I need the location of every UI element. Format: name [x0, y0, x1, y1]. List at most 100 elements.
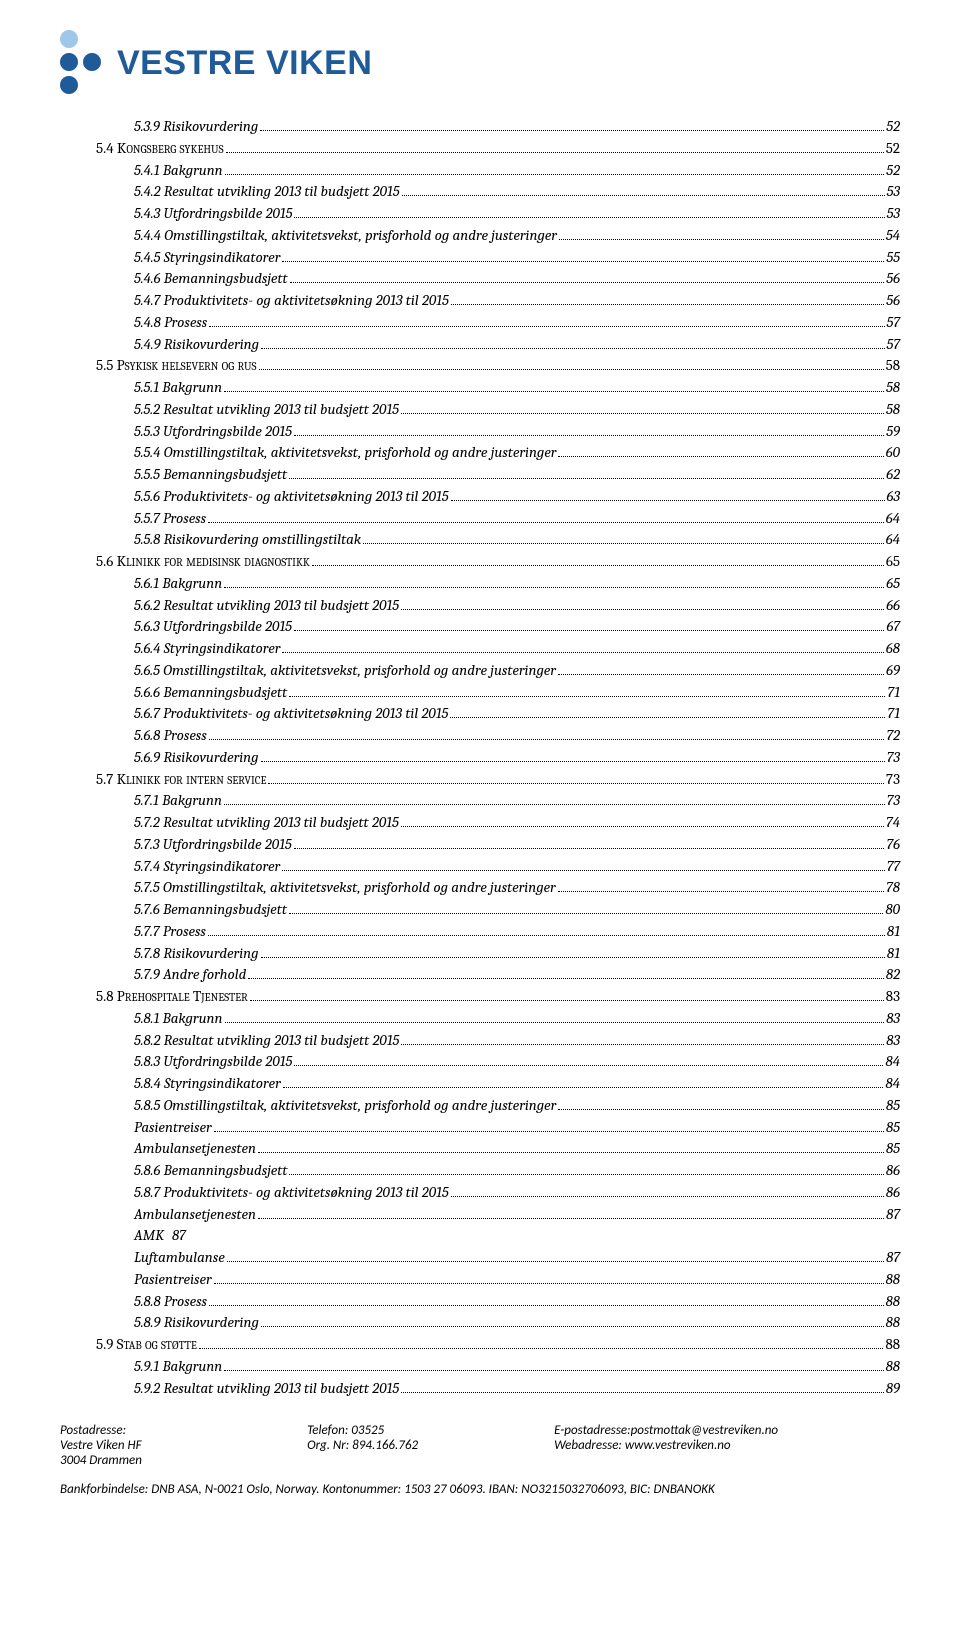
- toc-entry-page: 71: [887, 682, 900, 704]
- toc-entry: 5.4.1 Bakgrunn52: [96, 160, 900, 182]
- toc-leader: [289, 1174, 883, 1175]
- toc-entry-page: 74: [886, 812, 900, 834]
- toc-entry-text: AMK: [134, 1225, 164, 1247]
- toc-entry-page: 88: [886, 1356, 900, 1378]
- toc-entry: 5.5.8 Risikovurdering omstillingstiltak6…: [96, 529, 900, 551]
- toc-entry-page: 58: [886, 399, 900, 421]
- toc-entry-page: 73: [887, 747, 900, 769]
- toc-entry-page: 68: [886, 638, 900, 660]
- toc-entry: 5.5.7 Prosess 64: [96, 508, 900, 530]
- toc-entry: 5.7 Klinikk for intern service73: [96, 769, 900, 791]
- toc-entry-page: 84: [885, 1051, 900, 1073]
- toc-entry-page: 82: [886, 964, 900, 986]
- footer-web: Webadresse: www.vestreviken.no: [554, 1438, 900, 1453]
- toc-entry-page: 73: [887, 790, 900, 812]
- toc-entry: 5.8 Prehospitale Tjenester83: [96, 986, 900, 1008]
- footer-col-phone: Telefon: 03525 Org. Nr: 894.166.762: [307, 1423, 554, 1468]
- toc-entry-page: 88: [886, 1312, 900, 1334]
- toc-leader: [199, 1348, 884, 1349]
- toc-leader: [260, 130, 884, 131]
- toc-entry-page: 88: [886, 1291, 900, 1313]
- toc-entry: 5.8.4 Styringsindikatorer84: [96, 1073, 900, 1095]
- toc-leader: [558, 1109, 884, 1110]
- toc-leader: [209, 326, 884, 327]
- toc-entry: Luftambulanse87: [96, 1247, 900, 1269]
- toc-entry: 5.4.7 Produktivitets- og aktivitetsøknin…: [96, 290, 900, 312]
- toc-entry-page: 59: [886, 421, 900, 443]
- logo: VESTRE VIKEN: [60, 30, 900, 96]
- toc-entry: 5.6 Klinikk for medisinsk diagnostikk65: [96, 551, 900, 573]
- toc-entry-text: 5.8.2 Resultat utvikling 2013 til budsje…: [134, 1030, 399, 1052]
- toc-entry-page: 57: [887, 312, 900, 334]
- toc-entry-page: 77: [887, 856, 900, 878]
- toc-entry-page: 88: [885, 1334, 900, 1356]
- toc-leader: [208, 522, 884, 523]
- toc-entry: Ambulansetjenesten85: [96, 1138, 900, 1160]
- toc-entry: 5.4.5 Styringsindikatorer55: [96, 247, 900, 269]
- toc-entry-text: 5.7.3 Utfordringsbilde 2015: [134, 834, 292, 856]
- toc-entry-page: 87: [172, 1225, 186, 1247]
- toc-entry-page: 55: [886, 247, 900, 269]
- toc-leader: [224, 391, 884, 392]
- toc-entry-text: 5.6.7 Produktivitets- og aktivitetsøknin…: [134, 703, 448, 725]
- toc-entry-text: 5.6.5 Omstillingstiltak, aktivitetsvekst…: [134, 660, 556, 682]
- toc-entry-text: 5.8.1 Bakgrunn: [134, 1008, 223, 1030]
- toc-entry: 5.5.6 Produktivitets- og aktivitetsøknin…: [96, 486, 900, 508]
- toc-entry-page: 76: [886, 834, 900, 856]
- toc-entry: 5.6.7 Produktivitets- og aktivitetsøknin…: [96, 703, 900, 725]
- toc-leader: [261, 348, 885, 349]
- toc-entry-text: 5.4.8 Prosess: [134, 312, 207, 334]
- toc-entry-page: 63: [887, 486, 900, 508]
- toc-entry-text: Luftambulanse: [134, 1247, 225, 1269]
- toc-leader: [294, 217, 884, 218]
- toc-leader: [283, 1087, 884, 1088]
- toc-entry-page: 56: [886, 268, 900, 290]
- toc-entry-page: 89: [886, 1378, 900, 1400]
- toc-leader: [401, 1392, 884, 1393]
- toc-entry: 5.4 Kongsberg sykehus 52: [96, 138, 900, 160]
- toc-entry-text: 5.5 Psykisk helsevern og rus: [96, 355, 257, 377]
- toc-entry-text: 5.5.7 Prosess: [134, 508, 206, 530]
- toc-entry: 5.6.3 Utfordringsbilde 201567: [96, 616, 900, 638]
- toc-leader: [289, 696, 885, 697]
- toc-entry-text: Ambulansetjenesten: [134, 1204, 256, 1226]
- toc-entry-page: 60: [886, 442, 900, 464]
- toc-entry-page: 86: [886, 1160, 900, 1182]
- toc-entry-page: 53: [887, 181, 900, 203]
- toc-entry-text: 5.8.8 Prosess: [134, 1291, 207, 1313]
- toc-entry-text: 5.6.2 Resultat utvikling 2013 til budsje…: [134, 595, 399, 617]
- toc-entry: 5.8.2 Resultat utvikling 2013 til budsje…: [96, 1030, 900, 1052]
- toc-entry-text: 5.5.8 Risikovurdering omstillingstiltak: [134, 529, 361, 551]
- toc-entry-page: 83: [886, 986, 900, 1008]
- toc-entry-text: 5.6.1 Bakgrunn: [134, 573, 222, 595]
- toc-entry-text: 5.7.5 Omstillingstiltak, aktivitetsvekst…: [134, 877, 556, 899]
- toc-entry-page: 52: [886, 138, 900, 160]
- toc-entry-page: 57: [887, 334, 900, 356]
- toc-leader: [261, 957, 885, 958]
- toc-entry-text: 5.8.6 Bemanningsbudsjett: [134, 1160, 287, 1182]
- toc-entry-text: 5.7 Klinikk for intern service: [96, 769, 266, 791]
- footer-bank: Bankforbindelse: DNB ASA, N-0021 Oslo, N…: [60, 1482, 900, 1497]
- toc-entry-page: 64: [886, 508, 900, 530]
- toc-entry-text: 5.7.4 Styringsindikatorer: [134, 856, 280, 878]
- toc-leader: [558, 674, 884, 675]
- footer-phone: Telefon: 03525: [307, 1423, 554, 1438]
- toc-entry-text: 5.4 Kongsberg sykehus: [96, 138, 224, 160]
- toc-entry: 5.9.1 Bakgrunn88: [96, 1356, 900, 1378]
- toc-entry: 5.8.9 Risikovurdering88: [96, 1312, 900, 1334]
- toc-entry: 5.6.1 Bakgrunn 65: [96, 573, 900, 595]
- toc-entry-text: Pasientreiser: [134, 1117, 212, 1139]
- toc-leader: [312, 565, 884, 566]
- toc-entry: 5.5 Psykisk helsevern og rus58: [96, 355, 900, 377]
- toc-entry: 5.8.5 Omstillingstiltak, aktivitetsvekst…: [96, 1095, 900, 1117]
- toc-entry-text: 5.7.9 Andre forhold: [134, 964, 246, 986]
- toc-entry: 5.5.1 Bakgrunn58: [96, 377, 900, 399]
- toc-leader: [224, 1370, 883, 1371]
- footer-orgnr: Org. Nr: 894.166.762: [307, 1438, 554, 1453]
- toc-entry: 5.6.4 Styringsindikatorer68: [96, 638, 900, 660]
- table-of-contents: 5.3.9 Risikovurdering525.4 Kongsberg syk…: [96, 116, 900, 1399]
- toc-entry: 5.6.6 Bemanningsbudsjett71: [96, 682, 900, 704]
- toc-entry-page: 65: [886, 573, 900, 595]
- toc-leader: [402, 195, 885, 196]
- toc-entry: AMK 87: [96, 1225, 900, 1247]
